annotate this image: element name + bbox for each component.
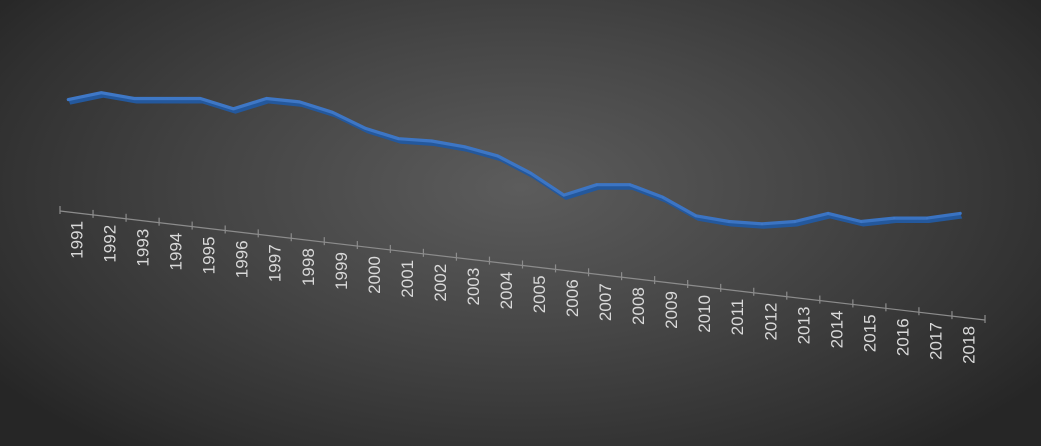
- data-point-1996: [232, 107, 235, 111]
- data-point-2002: [430, 139, 433, 143]
- x-tick-label: 1992: [101, 225, 120, 263]
- x-tick-label: 2003: [464, 268, 483, 306]
- x-tick-label: 2017: [926, 322, 945, 360]
- x-tick-label: 2000: [365, 256, 384, 294]
- data-point-1995: [199, 97, 202, 100]
- data-point-2018: [959, 212, 962, 215]
- tick-label-layer: 1991 1992 1993 1994 1995 1996 1997 1998 1999 2000…: [68, 221, 979, 364]
- x-tick-label: 2001: [398, 260, 417, 298]
- data-point-2017: [926, 216, 929, 220]
- data-point-2014: [826, 212, 830, 215]
- x-tick-label: 2016: [893, 318, 912, 356]
- data-point-2009: [661, 196, 665, 199]
- x-tick-label: 2008: [629, 287, 648, 325]
- x-tick-label: 1997: [266, 244, 285, 282]
- x-tick-label: 2011: [728, 299, 747, 336]
- data-point-1993: [133, 97, 136, 100]
- data-point-2008: [628, 183, 632, 186]
- x-tick-label: 1996: [233, 240, 252, 278]
- x-tick-label: 2002: [431, 264, 450, 302]
- series-ribbon: [68, 92, 963, 229]
- x-tick-label: 1991: [68, 221, 87, 259]
- x-tick-label: 2006: [563, 279, 582, 317]
- data-point-2003: [463, 145, 466, 148]
- series-ribbon-layer: [68, 92, 963, 229]
- data-point-2015: [859, 220, 863, 223]
- data-point-2007: [595, 183, 598, 186]
- data-point-1994: [166, 97, 169, 100]
- data-point-2016: [893, 216, 896, 220]
- x-tick-label: 1993: [134, 229, 153, 267]
- data-point-2004: [496, 154, 499, 158]
- series-line: [66, 91, 962, 226]
- data-point-2006: [562, 193, 565, 197]
- data-point-2001: [397, 137, 400, 140]
- x-tick-label: 2018: [959, 326, 978, 364]
- data-point-1992: [100, 91, 103, 94]
- x-tick-label: 1998: [299, 248, 318, 286]
- series-line-layer: [66, 91, 962, 226]
- x-tick-label: 1999: [332, 252, 351, 290]
- x-tick-label: 2013: [794, 307, 813, 345]
- data-point-2013: [793, 220, 797, 223]
- x-tick-label: 2015: [860, 314, 879, 352]
- x-tick-label: 1995: [200, 237, 219, 275]
- x-tick-label: 2005: [530, 275, 549, 313]
- x-tick-label: 1994: [167, 233, 186, 271]
- data-point-2011: [727, 220, 731, 223]
- x-tick-label: 2010: [695, 295, 714, 333]
- x-tick-label: 2004: [497, 272, 516, 310]
- data-point-2012: [760, 222, 764, 225]
- data-point-2000: [364, 127, 367, 130]
- category-axis: [59, 206, 986, 323]
- data-point-1999: [331, 111, 334, 114]
- x-tick-label: 2007: [596, 283, 615, 321]
- data-point-1997: [265, 97, 268, 100]
- x-tick-label: 2014: [827, 310, 846, 348]
- data-point-2010: [694, 214, 698, 217]
- data-point-1998: [298, 100, 301, 104]
- data-point-2005: [529, 172, 532, 175]
- x-tick-label: 2009: [662, 291, 681, 329]
- x-tick-label: 2012: [761, 303, 780, 341]
- data-point-1991: [67, 98, 70, 101]
